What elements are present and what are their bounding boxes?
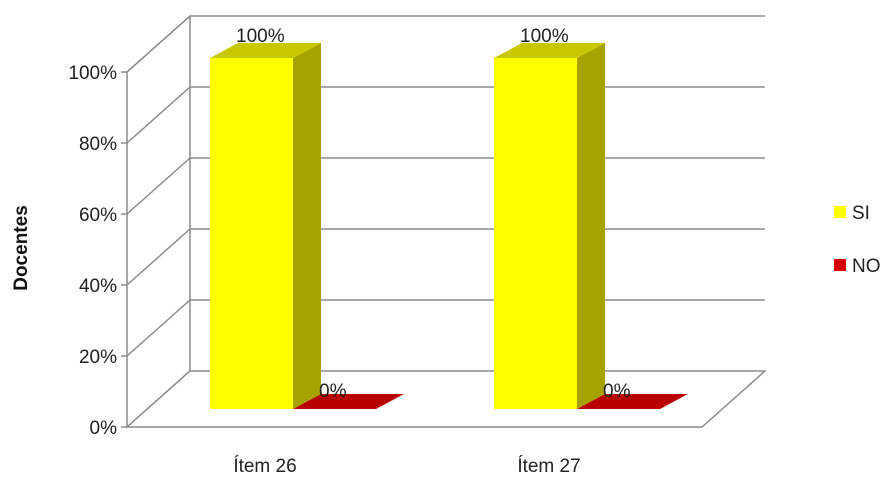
category-label: Ítem 27	[517, 456, 580, 477]
y-tick-label: 20%	[79, 347, 117, 368]
y-tick-label: 80%	[79, 134, 117, 155]
y-tick-label: 40%	[79, 276, 117, 297]
data-label-si: 100%	[236, 26, 285, 47]
category-label: Ítem 26	[233, 456, 296, 477]
side-wall	[126, 14, 191, 429]
gridline-diagonal	[126, 86, 191, 144]
legend: SI NO	[834, 203, 881, 277]
legend-swatch-si	[834, 206, 846, 218]
gridline-diagonal	[126, 15, 191, 73]
y-tick-label: 60%	[79, 205, 117, 226]
y-axis-label: Docentes	[11, 205, 32, 291]
data-label-no: 0%	[319, 381, 347, 402]
bar-si-front	[494, 58, 577, 409]
y-tick-label: 100%	[68, 63, 117, 84]
legend-label-no: NO	[852, 256, 881, 277]
legend-swatch-no	[834, 259, 846, 271]
bar-no-top	[293, 394, 404, 409]
bar-si-side	[293, 43, 321, 409]
bar-si-front	[210, 58, 293, 409]
labels: 0% 20% 40% 60% 80% 100% 100% 0% Ítem 26 100% 0% Íte…	[68, 26, 630, 477]
data-label-no: 0%	[603, 381, 631, 402]
y-tick-label: 0%	[90, 418, 118, 439]
gridline-diagonal	[126, 299, 191, 357]
bars	[210, 43, 688, 409]
bar-no-top	[577, 394, 688, 409]
bar-si-top	[210, 43, 321, 58]
data-label-si: 100%	[520, 26, 569, 47]
bar-si-top	[494, 43, 605, 58]
bar-si-side	[577, 43, 605, 409]
gridline-diagonal	[126, 228, 191, 286]
legend-label-si: SI	[852, 203, 870, 224]
gridline-diagonal	[126, 157, 191, 215]
